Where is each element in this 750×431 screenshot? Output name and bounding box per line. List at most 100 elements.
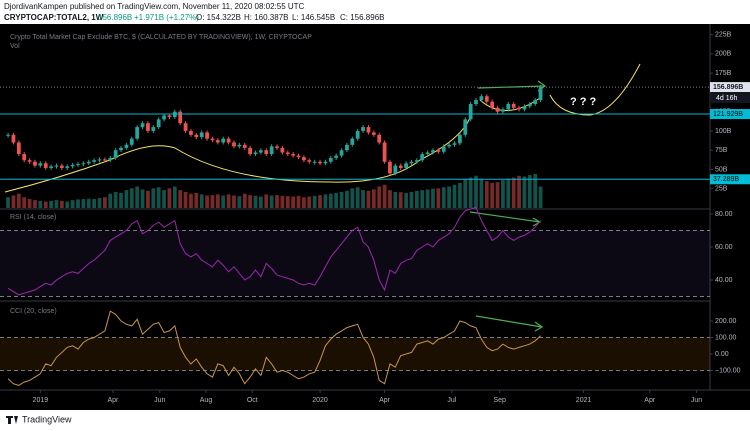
volume-bar bbox=[334, 192, 339, 208]
volume-bar bbox=[452, 184, 457, 208]
candle-body bbox=[495, 107, 500, 112]
volume-bar bbox=[119, 192, 123, 208]
y-tick-label: 100.00 bbox=[715, 334, 737, 341]
volume-bar bbox=[49, 200, 53, 208]
candle-body bbox=[253, 152, 258, 155]
volume-bar bbox=[129, 188, 134, 208]
candle-body bbox=[183, 123, 188, 131]
volume-bar bbox=[275, 195, 279, 208]
candle-body bbox=[490, 101, 495, 108]
volume-bar bbox=[151, 188, 156, 208]
volume-bar bbox=[302, 197, 306, 208]
y-tick-label: 80.00 bbox=[715, 211, 733, 218]
logo bbox=[6, 416, 18, 424]
candle-body bbox=[81, 163, 86, 165]
candle-body bbox=[49, 166, 53, 168]
candle-body bbox=[302, 157, 306, 161]
candle-body bbox=[135, 127, 140, 139]
candle-body bbox=[441, 146, 446, 152]
x-tick-label: Apr bbox=[379, 397, 391, 404]
x-tick-label: Sep bbox=[493, 397, 506, 404]
volume-bar bbox=[162, 190, 166, 208]
volume-bar bbox=[86, 198, 91, 208]
countdown-box bbox=[710, 93, 750, 104]
volume-bar bbox=[76, 199, 80, 208]
rsi-title: RSI (14, close) bbox=[10, 214, 56, 221]
candle-body bbox=[167, 115, 172, 118]
candle-body bbox=[291, 154, 296, 156]
volume-bar bbox=[527, 175, 532, 208]
volume-bar bbox=[318, 195, 322, 208]
projection-curve bbox=[549, 63, 641, 116]
candle-body bbox=[92, 160, 97, 162]
candle-body bbox=[54, 165, 59, 167]
candle-body bbox=[151, 127, 156, 131]
volume-bar bbox=[350, 188, 355, 208]
volume-bar bbox=[113, 191, 118, 208]
volume-bar bbox=[522, 176, 527, 208]
volume-bar bbox=[441, 187, 446, 208]
x-tick-label: 2020 bbox=[312, 397, 328, 404]
candle-body bbox=[22, 154, 27, 161]
candle-body bbox=[97, 159, 102, 161]
candle-body bbox=[409, 161, 414, 164]
candle-body bbox=[323, 161, 328, 164]
volume-bar bbox=[183, 191, 188, 208]
volume-bar bbox=[366, 190, 371, 208]
candle-body bbox=[533, 100, 538, 104]
volume-bar bbox=[232, 195, 236, 208]
candle-body bbox=[463, 119, 468, 135]
volume-bar bbox=[65, 201, 70, 208]
candle-body bbox=[355, 130, 360, 139]
candle-body bbox=[221, 138, 226, 143]
candle-body bbox=[210, 138, 215, 141]
volume-bar bbox=[388, 190, 392, 208]
change: +1.971B (+1.27%) bbox=[134, 13, 199, 22]
volume-bar bbox=[468, 177, 473, 208]
candle-body bbox=[517, 107, 521, 110]
y-tick-label: −100.00 bbox=[715, 367, 741, 374]
volume-bar bbox=[291, 196, 296, 208]
volume-bar bbox=[285, 196, 290, 208]
candle-body bbox=[65, 166, 70, 168]
candle-body bbox=[522, 106, 527, 110]
candle-body bbox=[103, 159, 107, 161]
volume-bar bbox=[11, 195, 16, 208]
candle-body bbox=[189, 130, 193, 135]
annotation: ? ? ? bbox=[570, 96, 597, 108]
volume-bar bbox=[194, 192, 199, 208]
y-tick-label: 25B bbox=[715, 186, 728, 193]
volume-bar bbox=[108, 193, 113, 208]
candle-body bbox=[328, 157, 333, 162]
candle-body bbox=[237, 144, 242, 147]
candle-body bbox=[296, 155, 301, 158]
candle-body bbox=[199, 132, 204, 138]
y-tick-label: 200.00 bbox=[715, 318, 737, 325]
volume-bar bbox=[393, 191, 398, 208]
open: O: 154.322B bbox=[196, 13, 241, 22]
volume-bar bbox=[258, 196, 263, 208]
x-tick-label: Apr bbox=[108, 397, 120, 404]
candle-body bbox=[538, 87, 543, 101]
volume-bar bbox=[43, 201, 48, 208]
volume-bar bbox=[538, 186, 543, 208]
level-label-box bbox=[710, 174, 750, 185]
x-tick-label: Apr bbox=[644, 397, 656, 404]
candle-body bbox=[312, 161, 317, 163]
candle-body bbox=[194, 134, 199, 138]
symbol: CRYPTOCAP:TOTAL2, 1W bbox=[4, 13, 104, 22]
candle-body bbox=[129, 138, 134, 145]
volume-bar bbox=[474, 175, 478, 208]
footer-background bbox=[0, 410, 750, 431]
x-tick-label: Oct bbox=[247, 397, 258, 404]
low: L: 146.545B bbox=[292, 13, 335, 22]
candle-body bbox=[377, 134, 382, 143]
band-fill bbox=[0, 230, 710, 297]
volume-bar bbox=[328, 193, 333, 208]
candle-body bbox=[248, 147, 252, 155]
volume-bar bbox=[280, 195, 285, 208]
volume-bar bbox=[431, 188, 435, 208]
volume-bar bbox=[414, 190, 419, 208]
y-tick-label: 200B bbox=[715, 51, 732, 58]
last: 156.896B bbox=[98, 13, 132, 22]
